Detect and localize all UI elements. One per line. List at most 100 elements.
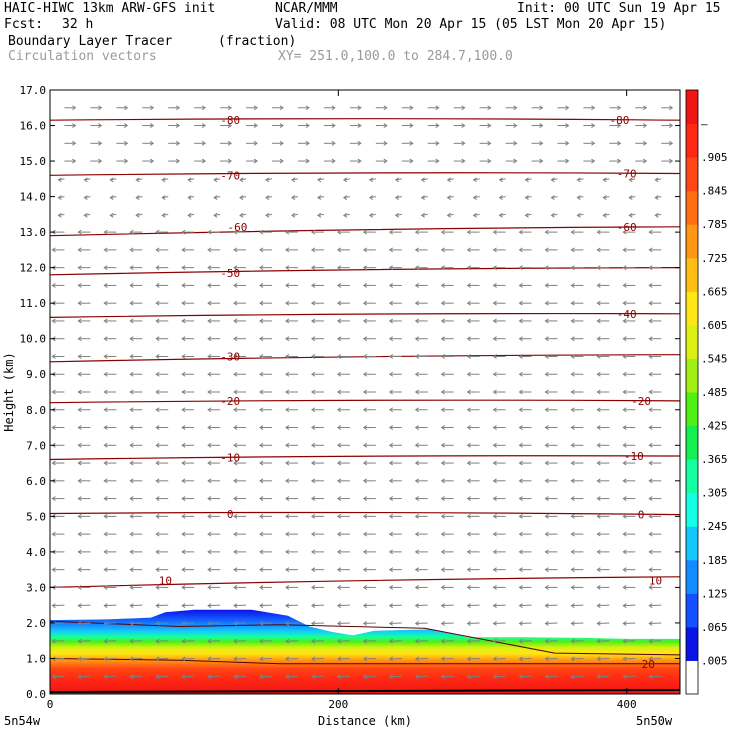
wind-vector-head (149, 123, 155, 128)
wind-vector-head (181, 442, 186, 448)
wind-vector-head (259, 354, 264, 359)
colorbar: .005 .065 .125 .185 .245 .305 .365 .425 .485 .545… (685, 89, 728, 695)
wind-vector-head (362, 282, 368, 288)
wind-vector-head (596, 282, 601, 288)
wind-vector-head (149, 105, 155, 111)
wind-vector-head (317, 195, 322, 201)
wind-vector-head (362, 389, 368, 395)
wind-vector-head (383, 140, 388, 146)
wind-vector-head (602, 195, 607, 201)
wind-vector (285, 675, 298, 678)
wind-vector-head (648, 567, 653, 573)
colorbar-label: .545 (701, 352, 728, 365)
wind-vector-head (305, 140, 310, 146)
wind-vector-head (362, 229, 368, 235)
wind-vector-head (155, 549, 160, 555)
wind-vector-head (472, 195, 477, 201)
wind-vector (182, 657, 195, 660)
x-axis-label: Distance (km) (318, 714, 412, 728)
wind-vector-head (181, 247, 186, 253)
wind-vector (259, 657, 273, 660)
wind-vector-head (414, 603, 419, 609)
wind-vector-head (311, 496, 316, 502)
wind-vector-head (129, 674, 134, 680)
wind-vector-head (466, 603, 471, 609)
wind-vector-head (622, 567, 627, 573)
wind-vector-head (544, 336, 549, 342)
wind-vector-head (388, 336, 394, 342)
wind-vector (285, 604, 298, 607)
isotherm-line (50, 511, 680, 516)
wind-vector-head (409, 105, 414, 111)
wind-vector-head (207, 549, 212, 555)
wind-vector (156, 657, 169, 660)
wind-vector (623, 675, 636, 678)
wind-vector-head (291, 177, 296, 183)
wind-vector-head (103, 425, 108, 430)
wind-vector-head (103, 603, 108, 609)
colorbar-label: .365 (701, 453, 728, 466)
wind-vector-head (492, 674, 497, 680)
wind-vector-head (342, 177, 348, 183)
wind-vector-head (72, 158, 77, 164)
wind-vector-head (129, 513, 134, 519)
wind-vector-head (311, 354, 316, 359)
wind-vector-head (207, 674, 212, 680)
wind-vector-head (311, 621, 316, 626)
wind-vector-head (596, 265, 601, 271)
wind-vector-head (207, 354, 212, 359)
wind-vector-head (492, 318, 497, 324)
wind-vector-head (492, 389, 497, 395)
wind-vector-head (362, 656, 368, 662)
wind-vector-head (291, 212, 296, 218)
wind-vector-head (311, 389, 316, 395)
wind-vector-head (648, 603, 653, 609)
wind-vector-head (414, 300, 419, 306)
wind-vector (571, 622, 584, 624)
y-tick-label: 3.0 (26, 581, 46, 594)
wind-vector-head (570, 354, 575, 359)
wind-vector-head (487, 123, 492, 128)
wind-vector-head (383, 158, 388, 164)
wind-vector-head (103, 567, 108, 573)
wind-vector (519, 657, 532, 660)
wind-vector-head (233, 425, 238, 430)
colorbar-swatch (686, 593, 698, 628)
wind-vector-head (602, 177, 607, 183)
wind-vector-head (233, 656, 238, 662)
wind-vector-head (544, 513, 549, 519)
wind-vector-head (388, 407, 394, 413)
wind-vector-head (317, 212, 322, 218)
wind-vector-head (253, 105, 258, 111)
wind-vector-head (285, 229, 290, 235)
wind-vector-head (311, 371, 316, 377)
wind-vector-head (648, 318, 653, 324)
wind-vector-head (103, 674, 108, 680)
wind-vector (545, 640, 558, 642)
wind-vector-head (103, 229, 108, 235)
wind-vector-head (466, 442, 471, 448)
wind-vector-head (388, 567, 394, 573)
wind-vector-head (414, 567, 419, 573)
wind-vector (545, 657, 558, 660)
wind-vector-head (285, 336, 290, 342)
wind-vector-head (285, 442, 290, 448)
wind-vector-head (124, 140, 129, 146)
wind-vector-head (181, 638, 186, 644)
wind-vector-head (336, 247, 342, 253)
wind-vector-head (311, 478, 316, 484)
wind-vector-head (233, 229, 238, 235)
wind-vector (337, 622, 350, 624)
wind-vector-head (440, 282, 445, 288)
wind-vector-head (129, 584, 134, 590)
wind-vector (130, 622, 143, 624)
wind-vector-head (181, 656, 186, 662)
wind-vector (649, 604, 662, 607)
isotherm-label: 0 (227, 508, 234, 521)
wind-vector-head (414, 318, 419, 324)
wind-vector-head (388, 549, 394, 555)
isotherm-label: -10 (624, 450, 644, 463)
wind-vector-head (388, 478, 394, 484)
wind-vector-head (622, 282, 627, 288)
wind-vector-head (388, 674, 394, 680)
